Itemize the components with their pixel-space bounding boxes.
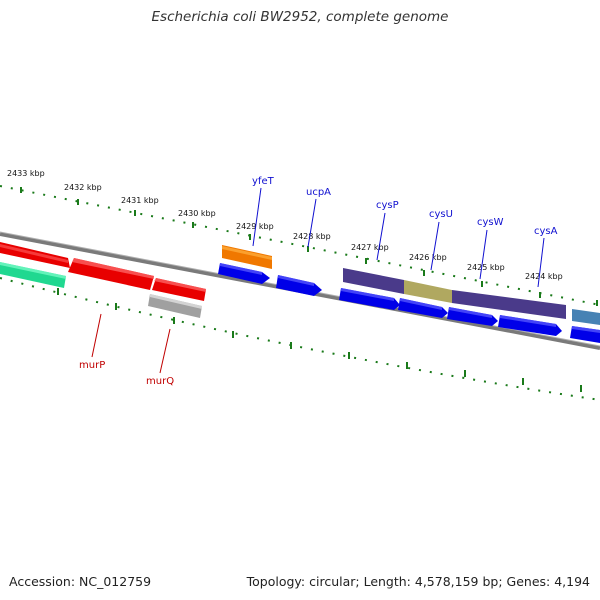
genome-summary-text: Topology: circular; Length: 4,578,159 bp… — [246, 574, 590, 589]
gene-arrow-murQ — [152, 278, 206, 301]
inner-dotted-track — [0, 277, 600, 401]
gene-arrow-cysU-cog — [404, 280, 452, 303]
leader-line-cysU — [430, 221, 440, 271]
kbp-label: 2428 kbp — [293, 232, 331, 241]
kbp-labels: 2433 kbp 2432 kbp 2431 kbp 2430 kbp 2429… — [7, 169, 563, 281]
accession-text: Accession: NC_012759 — [9, 574, 152, 589]
gene-label-cysW: cysW — [477, 217, 504, 228]
leader-line-cysA — [537, 237, 545, 288]
kbp-label: 2429 kbp — [236, 222, 274, 231]
gene-label-cysA: cysA — [534, 226, 558, 237]
gene-arrow-murP — [68, 258, 154, 290]
kbp-label: 2433 kbp — [7, 169, 45, 178]
gene-label-ucpA: ucpA — [306, 187, 331, 198]
gene-arrow-murQ-cog — [148, 294, 202, 318]
leader-line-murQ — [159, 328, 171, 374]
gene-labels-forward: yfeT ucpA cysP cysU cysW cysA — [252, 176, 558, 288]
genome-title: Escherichia coli BW2952, complete genome — [151, 9, 449, 25]
gene-labels-reverse: murP murQ — [79, 313, 174, 387]
leader-line-ucpA — [307, 198, 317, 248]
gene-arrow-cysP-cog — [343, 268, 404, 294]
gene-label-cysU: cysU — [429, 209, 453, 220]
leader-line-cysP — [376, 212, 386, 261]
gene-arrows — [0, 258, 600, 343]
kbp-label: 2426 kbp — [409, 253, 447, 262]
kbp-label: 2432 kbp — [64, 183, 102, 192]
leader-line-cysW — [479, 229, 488, 280]
kbp-label: 2424 kbp — [525, 272, 563, 281]
outer-tick-ring — [0, 185, 600, 306]
gene-label-yfeT: yfeT — [252, 176, 275, 187]
inner-tick-ring — [0, 277, 600, 401]
gene-label-murP: murP — [79, 360, 105, 371]
leader-line-murP — [91, 313, 102, 358]
gene-label-murQ: murQ — [146, 376, 174, 387]
outer-major-ticks — [20, 187, 598, 306]
kbp-label: 2430 kbp — [178, 209, 216, 218]
gene-arrow-cysW-cog — [452, 290, 566, 319]
kbp-label: 2431 kbp — [121, 196, 159, 205]
inner-major-ticks — [57, 288, 582, 392]
leader-line-yfeT — [252, 187, 262, 247]
kbp-label: 2427 kbp — [351, 243, 389, 252]
gene-arrow-cysA-cog — [572, 309, 600, 325]
kbp-label: 2425 kbp — [467, 263, 505, 272]
gene-arrow-ucpA — [276, 275, 322, 296]
forward-cog-track — [0, 242, 600, 325]
gene-label-cysP: cysP — [376, 200, 399, 211]
